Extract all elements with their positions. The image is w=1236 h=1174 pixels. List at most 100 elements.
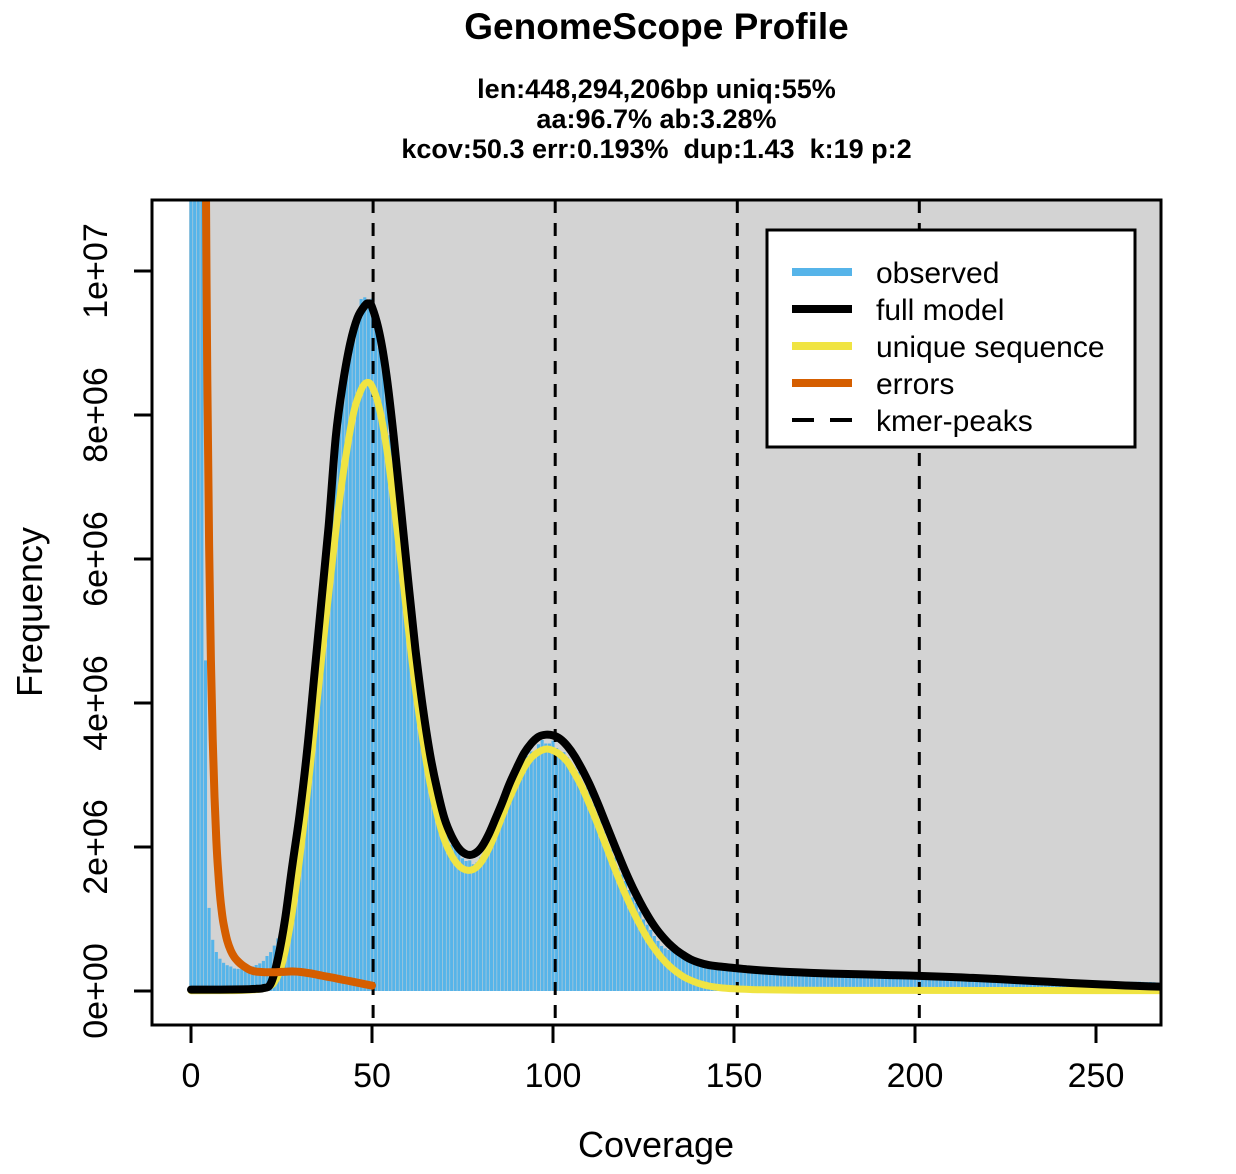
observed-bar [562, 752, 566, 991]
observed-bar [717, 963, 722, 991]
observed-bar [388, 435, 392, 992]
observed-bar [377, 347, 381, 991]
observed-bar [649, 929, 653, 991]
observed-bar [623, 881, 627, 991]
observed-bar [308, 720, 313, 991]
observed-bar [750, 968, 754, 991]
observed-bar [736, 967, 740, 991]
observed-bar [754, 968, 758, 991]
observed-bar [685, 956, 689, 991]
observed-bar [508, 790, 512, 991]
observed-bar [482, 853, 486, 991]
observed-bar [956, 976, 960, 991]
observed-bar [417, 683, 421, 991]
observed-bar [395, 491, 399, 991]
observed-bar [721, 964, 725, 991]
x-axis-tick-label: 150 [706, 1057, 763, 1095]
observed-bar [822, 973, 827, 991]
observed-bar [576, 771, 580, 991]
observed-bar [913, 975, 917, 991]
observed-bar [468, 860, 472, 991]
observed-bar [837, 973, 841, 991]
observed-bar [381, 365, 385, 991]
observed-bar [830, 973, 834, 991]
observed-bar [953, 976, 957, 991]
observed-histogram [189, 200, 1160, 992]
observed-bar [319, 611, 323, 991]
observed-bar [196, 200, 200, 991]
x-axis-tick-label: 100 [525, 1057, 582, 1095]
observed-bar [316, 648, 320, 991]
observed-bar [841, 973, 845, 991]
legend-label: errors [876, 368, 954, 401]
observed-bar [996, 977, 1000, 991]
observed-bar [612, 857, 617, 991]
legend-label: unique sequence [876, 331, 1105, 364]
observed-bar [725, 965, 729, 991]
observed-bar [790, 971, 794, 991]
observed-bar [985, 977, 989, 991]
observed-bar [978, 977, 982, 991]
observed-bar [765, 969, 769, 991]
observed-bar [471, 864, 475, 991]
observed-bar [193, 200, 197, 991]
observed-bar [424, 739, 428, 991]
observed-bar [851, 973, 856, 991]
legend-label: observed [876, 257, 999, 290]
observed-bar [493, 827, 497, 991]
observed-bar [189, 200, 193, 991]
observed-bar [222, 962, 226, 991]
observed-bar [229, 966, 233, 991]
observed-bar [399, 534, 403, 991]
legend-label: kmer-peaks [876, 405, 1033, 438]
observed-bar [312, 679, 316, 991]
observed-bar [211, 939, 215, 991]
observed-bar [620, 874, 624, 991]
legend: observed full model unique sequence errors k… [765, 228, 1137, 449]
observed-bar [464, 861, 468, 991]
observed-bar [366, 301, 370, 991]
observed-bar [240, 968, 244, 991]
unique-sequence-curve [187, 378, 1160, 995]
observed-bar [551, 740, 555, 991]
observed-bar [323, 562, 327, 991]
observed-bar [511, 783, 515, 991]
observed-bar [544, 743, 548, 991]
observed-bar [663, 948, 667, 991]
observed-bar [1025, 978, 1029, 991]
observed-bar [732, 966, 736, 991]
observed-bar [518, 769, 522, 991]
observed-bar [689, 958, 693, 991]
observed-bar [529, 751, 533, 991]
legend-label: full model [876, 294, 1004, 327]
observed-bar [403, 567, 407, 991]
observed-bar [826, 973, 830, 991]
observed-bar [616, 868, 620, 991]
observed-bar [757, 969, 761, 991]
y-axis-tick-label: 6e+06 [77, 511, 115, 607]
observed-bar [243, 968, 247, 991]
observed-bar [565, 757, 570, 991]
observed-bar [258, 963, 262, 991]
observed-bar [855, 974, 859, 991]
observed-bar [888, 974, 892, 991]
observed-bar [699, 961, 703, 991]
observed-bar [327, 525, 331, 991]
observed-bar [591, 804, 595, 991]
observed-bar [558, 753, 562, 991]
observed-bar [974, 977, 979, 991]
observed-bar [431, 777, 436, 991]
y-axis-tick-label: 8e+06 [77, 367, 115, 463]
observed-bar [500, 809, 504, 991]
observed-bar [833, 973, 837, 991]
observed-bar [993, 977, 997, 991]
x-axis-title: Coverage [578, 1124, 734, 1165]
observed-bar [294, 855, 298, 991]
observed-bar [442, 824, 446, 991]
observed-bar [330, 488, 334, 991]
observed-bar [450, 844, 454, 991]
observed-bar [475, 862, 479, 991]
observed-bar [971, 976, 975, 991]
y-axis-tick-label: 4e+06 [77, 655, 115, 751]
